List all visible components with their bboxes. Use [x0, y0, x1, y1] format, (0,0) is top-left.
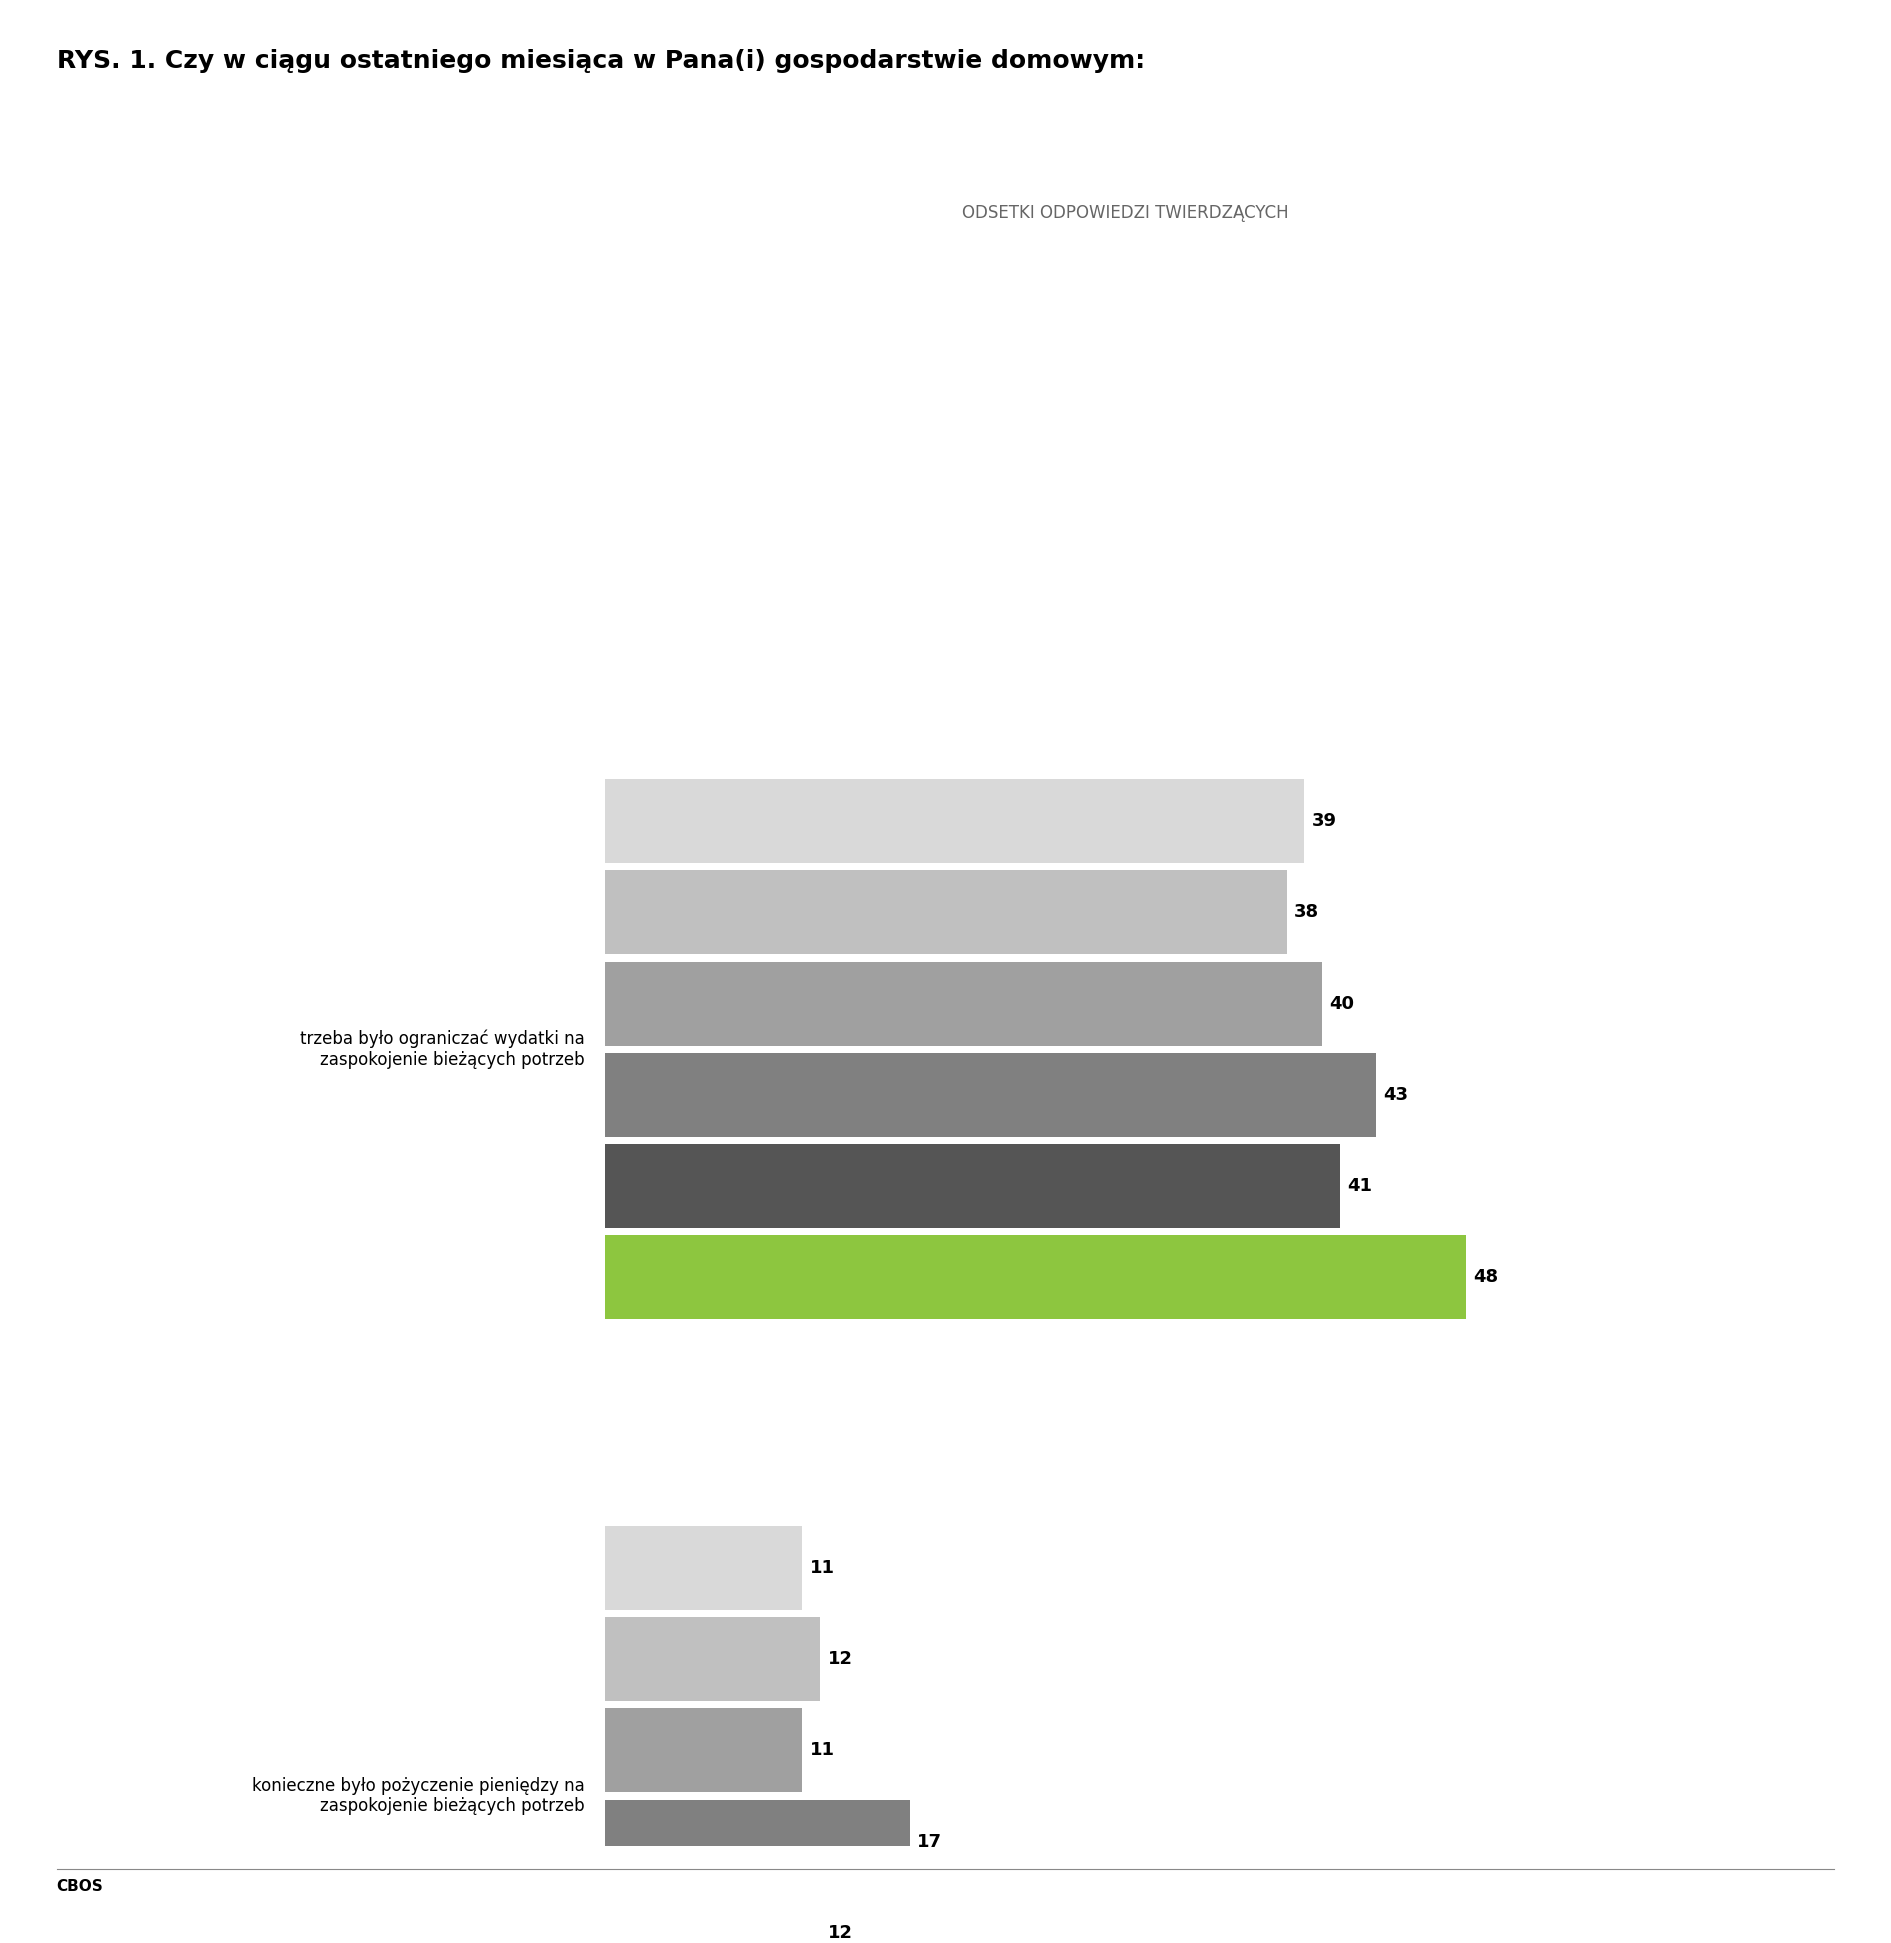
Text: 12: 12	[828, 1650, 853, 1669]
Text: 17: 17	[917, 1832, 942, 1850]
Text: ODSETKI ODPOWIEDZI TWIERDZĄCYCH: ODSETKI ODPOWIEDZI TWIERDZĄCYCH	[963, 204, 1288, 222]
Bar	[605, 1236, 1466, 1319]
Text: 43: 43	[1384, 1086, 1409, 1104]
Bar	[605, 962, 1322, 1045]
Bar	[605, 1144, 1341, 1228]
Bar	[605, 1053, 1377, 1137]
Text: 12: 12	[828, 1924, 853, 1941]
Text: 38: 38	[1293, 903, 1318, 921]
Text: CBOS: CBOS	[57, 1879, 104, 1894]
Bar	[605, 1708, 802, 1791]
Text: 11: 11	[809, 1741, 834, 1760]
Bar	[605, 1617, 821, 1702]
Text: trzeba było ograniczać wydatki na
zaspokojenie bieżących potrzeb: trzeba było ograniczać wydatki na zaspok…	[299, 1030, 584, 1069]
Text: 40: 40	[1329, 995, 1354, 1012]
Text: 11: 11	[809, 1558, 834, 1578]
Bar	[605, 1891, 821, 1943]
Bar	[605, 779, 1305, 863]
Text: RYS. 1. Czy w ciągu ostatniego miesiąca w Pana(i) gospodarstwie domowym:: RYS. 1. Czy w ciągu ostatniego miesiąca …	[57, 49, 1144, 72]
Text: 48: 48	[1473, 1269, 1498, 1286]
Bar	[605, 1525, 802, 1611]
Text: 39: 39	[1312, 812, 1337, 830]
Bar	[605, 1799, 910, 1883]
Text: konieczne było pożyczenie pieniędzy na
zaspokojenie bieżących potrzeb: konieczne było pożyczenie pieniędzy na z…	[252, 1776, 584, 1815]
Text: 41: 41	[1348, 1177, 1373, 1195]
Bar	[605, 870, 1286, 954]
